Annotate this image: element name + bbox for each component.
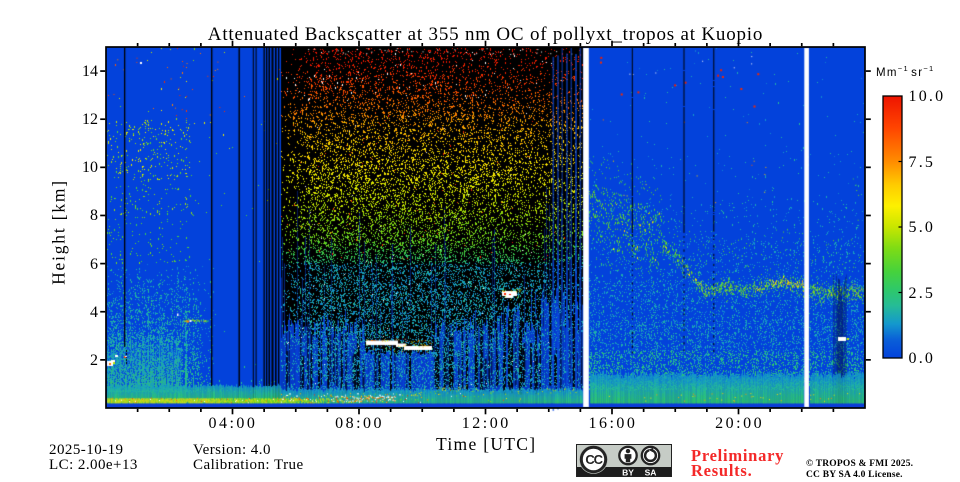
svg-text:BY: BY: [622, 468, 634, 478]
svg-text:SA: SA: [645, 468, 657, 478]
svg-text:CC: CC: [585, 452, 603, 467]
